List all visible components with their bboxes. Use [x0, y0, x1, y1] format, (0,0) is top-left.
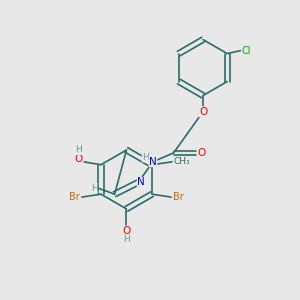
Text: CH₃: CH₃ [173, 157, 190, 166]
Text: N: N [149, 157, 157, 167]
Text: H: H [91, 184, 98, 193]
Text: O: O [75, 154, 83, 164]
Text: H: H [76, 146, 82, 154]
Text: Br: Br [69, 192, 80, 202]
Text: H: H [123, 235, 130, 244]
Text: N: N [137, 177, 145, 188]
Text: O: O [199, 107, 207, 117]
Text: Cl: Cl [242, 46, 251, 56]
Text: O: O [197, 148, 206, 158]
Text: Br: Br [173, 192, 184, 202]
Text: H: H [142, 153, 149, 162]
Text: O: O [122, 226, 130, 236]
